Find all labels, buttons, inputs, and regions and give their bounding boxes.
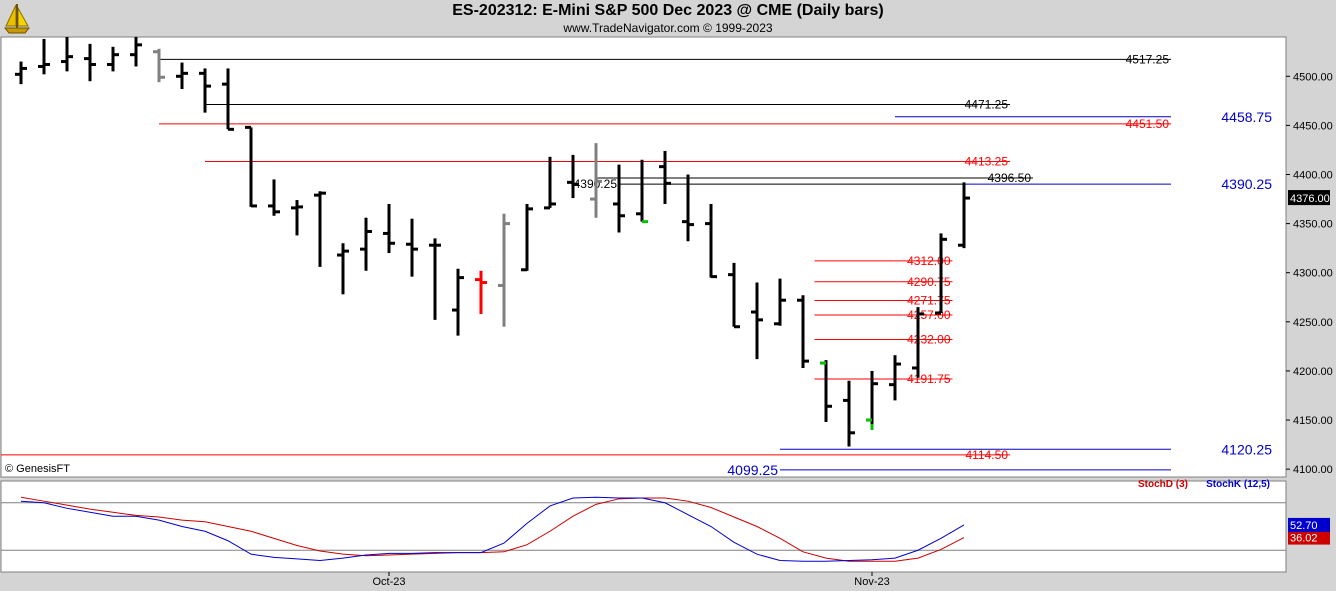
level-label: 4312.00 xyxy=(907,254,951,268)
level-label: 4396.50 xyxy=(988,171,1032,185)
x-tick-label: Oct-23 xyxy=(372,576,405,588)
indicator-value-box xyxy=(1288,517,1330,532)
y-tick-label: 4250.00 xyxy=(1293,317,1333,329)
ohlc-bar xyxy=(521,203,533,272)
y-tick-label: 4450.00 xyxy=(1293,120,1333,132)
y-tick-label: 4100.00 xyxy=(1293,464,1333,476)
y-tick-label: 4200.00 xyxy=(1293,366,1333,378)
y-tick-label: 4500.00 xyxy=(1293,71,1333,83)
ohlc-bar xyxy=(245,125,257,208)
level-label: 4257.00 xyxy=(907,308,951,322)
ohlc-bar xyxy=(866,370,878,430)
legend-stochd: StochD (3) xyxy=(1138,479,1188,490)
level-label: 4114.50 xyxy=(966,448,1009,462)
sailboat-logo-icon xyxy=(3,4,31,34)
chart-subtitle: www.TradeNavigator.com © 1999-2023 xyxy=(563,21,773,35)
level-label: 4413.25 xyxy=(965,154,1009,168)
ohlc-bar xyxy=(61,37,73,72)
ohlc-bar xyxy=(130,37,142,67)
ohlc-bar xyxy=(176,62,188,90)
ohlc-bar xyxy=(705,203,717,279)
ohlc-bar xyxy=(406,218,418,277)
level-label: 4099.25 xyxy=(727,462,778,478)
ohlc-bar xyxy=(912,307,924,378)
ohlc-bar xyxy=(590,143,602,218)
ohlc-bar xyxy=(199,68,211,113)
ohlc-bar xyxy=(636,159,648,224)
ohlc-bar xyxy=(659,150,671,204)
ohlc-bar xyxy=(682,174,694,242)
last-price-label: 4376.00 xyxy=(1290,193,1330,205)
legend-stochk: StochK (12,5) xyxy=(1206,479,1270,490)
last-price-box xyxy=(1288,190,1330,206)
ohlc-bar xyxy=(958,182,970,249)
ohlc-bar xyxy=(889,355,901,401)
y-tick-label: 4350.00 xyxy=(1293,219,1333,231)
ohlc-bar xyxy=(774,278,786,326)
level-label: 4232.00 xyxy=(907,333,951,347)
ohlc-bar xyxy=(452,268,464,336)
chart-title: ES-202312: E-Mini S&P 500 Dec 2023 @ CME… xyxy=(452,2,884,19)
x-tick-label: Nov-23 xyxy=(854,576,889,588)
ohlc-bar xyxy=(475,270,487,314)
y-tick-label: 4400.00 xyxy=(1293,170,1333,182)
ohlc-bar xyxy=(360,217,372,271)
ohlc-bar xyxy=(38,38,50,75)
indicator-value-label: 36.02 xyxy=(1290,533,1318,545)
y-tick-label: 4150.00 xyxy=(1293,415,1333,427)
indicator-series-line xyxy=(20,496,965,562)
level-label: 4451.50 xyxy=(1126,117,1170,131)
ohlc-bar xyxy=(797,295,809,368)
ohlc-bar xyxy=(84,43,96,82)
level-label: 4458.75 xyxy=(1221,109,1272,125)
ohlc-bar xyxy=(15,61,27,85)
ohlc-bar xyxy=(751,282,763,360)
ohlc-bar xyxy=(153,48,165,83)
ohlc-bar xyxy=(383,203,395,254)
level-label: 4517.25 xyxy=(1126,52,1170,66)
ohlc-bar xyxy=(843,380,855,447)
ohlc-bar xyxy=(222,68,234,131)
ohlc-bar xyxy=(728,262,740,329)
level-label: 4271.75 xyxy=(907,293,951,307)
level-label: 4191.75 xyxy=(907,372,951,386)
indicator-value-label: 52.70 xyxy=(1290,520,1318,532)
ohlc-bar xyxy=(820,360,832,422)
ohlc-bar xyxy=(429,238,441,320)
ohlc-bar xyxy=(498,213,510,327)
level-label: 4471.25 xyxy=(965,98,1009,112)
ohlc-bar xyxy=(935,233,947,315)
watermark: © GenesisFT xyxy=(5,463,70,475)
ohlc-bar xyxy=(268,179,280,216)
y-tick-label: 4300.00 xyxy=(1293,268,1333,280)
indicator-series-line xyxy=(20,496,965,562)
level-label: 4290.75 xyxy=(907,275,951,289)
ohlc-bar xyxy=(544,156,556,210)
ohlc-bar xyxy=(314,191,326,267)
ohlc-bar xyxy=(337,243,349,295)
ohlc-bar xyxy=(613,164,625,233)
level-label: 4390.25 xyxy=(1221,176,1272,192)
level-label: 4120.25 xyxy=(1221,441,1272,457)
indicator-value-box xyxy=(1288,530,1330,545)
ohlc-bar xyxy=(291,200,303,236)
ohlc-bar xyxy=(107,46,119,72)
ohlc-bar xyxy=(567,154,579,199)
